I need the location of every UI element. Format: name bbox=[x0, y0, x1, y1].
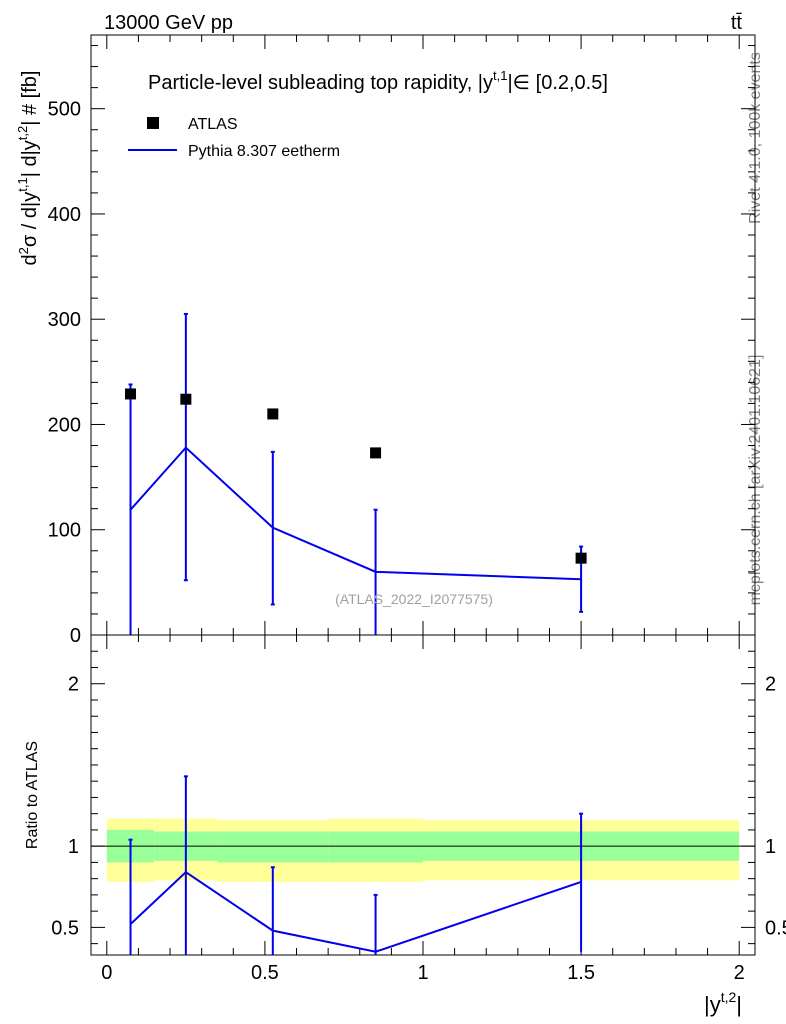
ratio-ytick-label: 1 bbox=[68, 836, 79, 858]
atlas-data-point bbox=[180, 393, 192, 405]
main-ytick-label: 500 bbox=[48, 99, 81, 121]
legend: ATLAS Pythia 8.307 eetherm bbox=[128, 116, 340, 160]
atlas-data-point bbox=[370, 447, 382, 459]
ratio-mc-series bbox=[128, 775, 584, 955]
main-ytick-label: 200 bbox=[48, 414, 81, 436]
main-ytick-label: 0 bbox=[70, 625, 81, 647]
main-ytick-label: 100 bbox=[48, 520, 81, 542]
ratio-xtick-label: 1 bbox=[417, 962, 428, 984]
ratio-xtick-label: 1.5 bbox=[567, 962, 595, 984]
ratio-mc-clipped bbox=[128, 775, 584, 955]
ratio-ytick-label-right: 1 bbox=[765, 836, 776, 858]
ratio-ytick-labels: 0.5 0.5 1 1 2 2 bbox=[51, 674, 786, 940]
mc-series bbox=[128, 312, 584, 635]
ratio-ytick-label: 0.5 bbox=[51, 917, 79, 939]
ratio-ticks bbox=[91, 635, 755, 955]
main-panel: 0 100 200 300 400 500 Particle-level subleadi… bbox=[15, 34, 756, 647]
green-uncertainty-band bbox=[217, 831, 329, 863]
legend-mc-label: Pythia 8.307 eetherm bbox=[188, 143, 340, 160]
analysis-id: (ATLAS_2022_I2077575) bbox=[335, 591, 493, 607]
ratio-xtick-label: 2 bbox=[734, 962, 745, 984]
main-ytick-label: 400 bbox=[48, 204, 81, 226]
green-uncertainty-band bbox=[328, 831, 423, 863]
main-ylabel: d2σ / d|yt,1| d|yt,2| # [fb] bbox=[15, 71, 41, 266]
main-ytick-label: 300 bbox=[48, 309, 81, 331]
atlas-data-point bbox=[267, 408, 279, 420]
atlas-data-point bbox=[125, 388, 137, 400]
mc-line bbox=[129, 446, 582, 581]
ratio-xtick-label: 0.5 bbox=[251, 962, 279, 984]
legend-atlas-label: ATLAS bbox=[188, 116, 238, 133]
ratio-panel: 0.5 0.5 1 1 2 2 0 0.5 1 1.5 2 Ratio to ATLAS |yt,… bbox=[24, 634, 786, 1017]
ratio-ylabel: Ratio to ATLAS bbox=[24, 741, 41, 849]
chart-title: Particle-level subleading top rapidity, … bbox=[148, 68, 608, 94]
atlas-data-point bbox=[575, 552, 587, 564]
legend-atlas-marker bbox=[147, 117, 159, 129]
x-axis-label: |yt,2| bbox=[704, 989, 742, 1017]
ratio-bands bbox=[91, 818, 755, 882]
energy-label: 13000 GeV pp bbox=[104, 12, 233, 34]
ratio-ytick-label: 2 bbox=[68, 674, 79, 696]
process-label: tt̄ bbox=[731, 12, 743, 34]
ratio-ytick-label-right: 0.5 bbox=[765, 917, 786, 939]
ratio-mc-line bbox=[129, 870, 582, 953]
ratio-frame bbox=[90, 634, 756, 956]
ratio-ytick-label-right: 2 bbox=[765, 674, 776, 696]
ratio-xtick-labels: 0 0.5 1 1.5 2 bbox=[101, 962, 745, 984]
data-series bbox=[125, 388, 587, 564]
ratio-xtick-label: 0 bbox=[101, 962, 112, 984]
main-ytick-labels: 0 100 200 300 400 500 bbox=[48, 99, 81, 647]
